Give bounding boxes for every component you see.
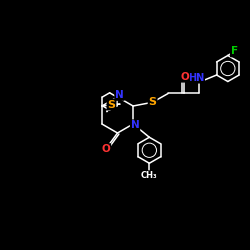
Text: F: F (231, 46, 238, 56)
Text: S: S (148, 97, 156, 107)
Text: HN: HN (188, 73, 204, 83)
Text: CH₃: CH₃ (141, 171, 158, 180)
Text: N: N (131, 120, 140, 130)
Text: S: S (108, 100, 116, 110)
Text: O: O (102, 144, 110, 154)
Text: O: O (180, 72, 189, 82)
Text: N: N (115, 90, 124, 100)
